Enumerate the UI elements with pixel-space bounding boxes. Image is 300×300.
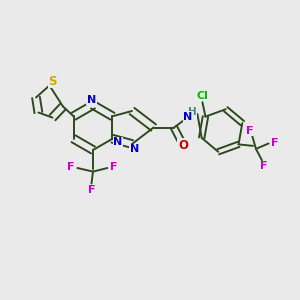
- Text: N: N: [183, 112, 192, 122]
- Text: N: N: [130, 144, 139, 154]
- Text: N: N: [87, 94, 96, 105]
- Text: F: F: [271, 138, 278, 148]
- Text: F: F: [67, 162, 75, 172]
- Text: O: O: [178, 139, 188, 152]
- Text: Cl: Cl: [196, 91, 208, 100]
- Text: H: H: [188, 106, 196, 117]
- Text: N: N: [113, 137, 122, 147]
- Text: F: F: [88, 185, 95, 195]
- Text: S: S: [48, 75, 57, 88]
- Text: F: F: [246, 126, 254, 136]
- Text: F: F: [110, 162, 118, 172]
- Text: F: F: [260, 161, 267, 171]
